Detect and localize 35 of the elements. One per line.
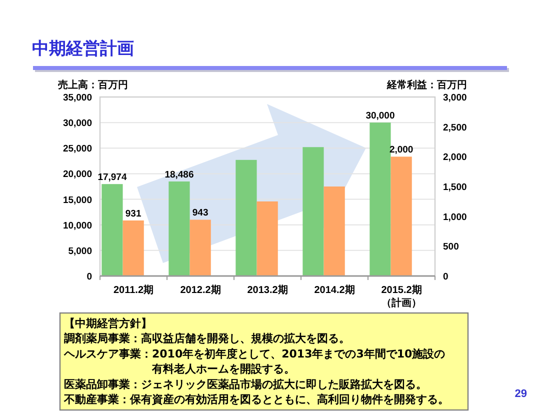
data-label: 931 xyxy=(125,208,142,220)
text: 29 xyxy=(514,388,527,400)
y-tick-label: 15,000 xyxy=(62,194,92,206)
x-tick-label: 2012.2期 xyxy=(180,284,221,296)
y2-tick-label: 1,000 xyxy=(443,212,467,223)
y-tick-label: 5,000 xyxy=(68,246,92,257)
data-label: 17,974 xyxy=(98,172,128,184)
x-tick-label: 2015.2期（計画） xyxy=(381,284,422,309)
y-tick-label: 35,000 xyxy=(62,92,92,104)
x-tick-label: 2011.2期 xyxy=(113,284,154,296)
x-tick-label: 2013.2期 xyxy=(247,284,288,296)
data-label: 943 xyxy=(192,208,208,219)
y2-tick-label: 3,000 xyxy=(443,92,467,104)
y-tick-label: 20,000 xyxy=(62,169,92,180)
y2-tick-label: 2,500 xyxy=(443,122,467,134)
data-label: 2,000 xyxy=(389,144,414,156)
y2-tick-label: 2,000 xyxy=(443,152,467,164)
y2-tick-label: 500 xyxy=(443,242,459,253)
data-label: 30,000 xyxy=(366,110,395,122)
y-tick-label: 30,000 xyxy=(62,118,92,130)
text: 医薬品卸事業：ジェネリック医薬品市場の拡大に即した販路拡大を図る。 xyxy=(64,378,427,391)
y-tick-label: 10,000 xyxy=(62,220,92,232)
y-tick-label: 25,000 xyxy=(62,144,92,155)
y2-tick-label: 0 xyxy=(443,272,448,282)
text: 調剤薬局事業：高収益店舗を開発し、規模の拡大を図る。 xyxy=(64,332,350,346)
y-axis-title: 売上高：百万円 xyxy=(58,79,128,91)
text: ヘルスケア事業：2010年を初年度として、2013年までの3年間で10施設の有料老人ホームを開設する。 xyxy=(63,347,446,376)
chart-title: 中期経営計画 xyxy=(32,39,134,58)
y-tick-label: 0 xyxy=(86,272,92,282)
data-label: 18,486 xyxy=(164,169,194,180)
y2-axis-title: 経常利益：百万円 xyxy=(386,79,467,91)
y2-tick-label: 1,500 xyxy=(443,182,467,193)
text: 【中期経営方針】 xyxy=(64,317,152,330)
x-tick-label: 2014.2期 xyxy=(314,284,355,296)
text: 不動産事業：保有資産の有効活用を図るとともに、高利回り物件を開発する。 xyxy=(63,393,449,406)
